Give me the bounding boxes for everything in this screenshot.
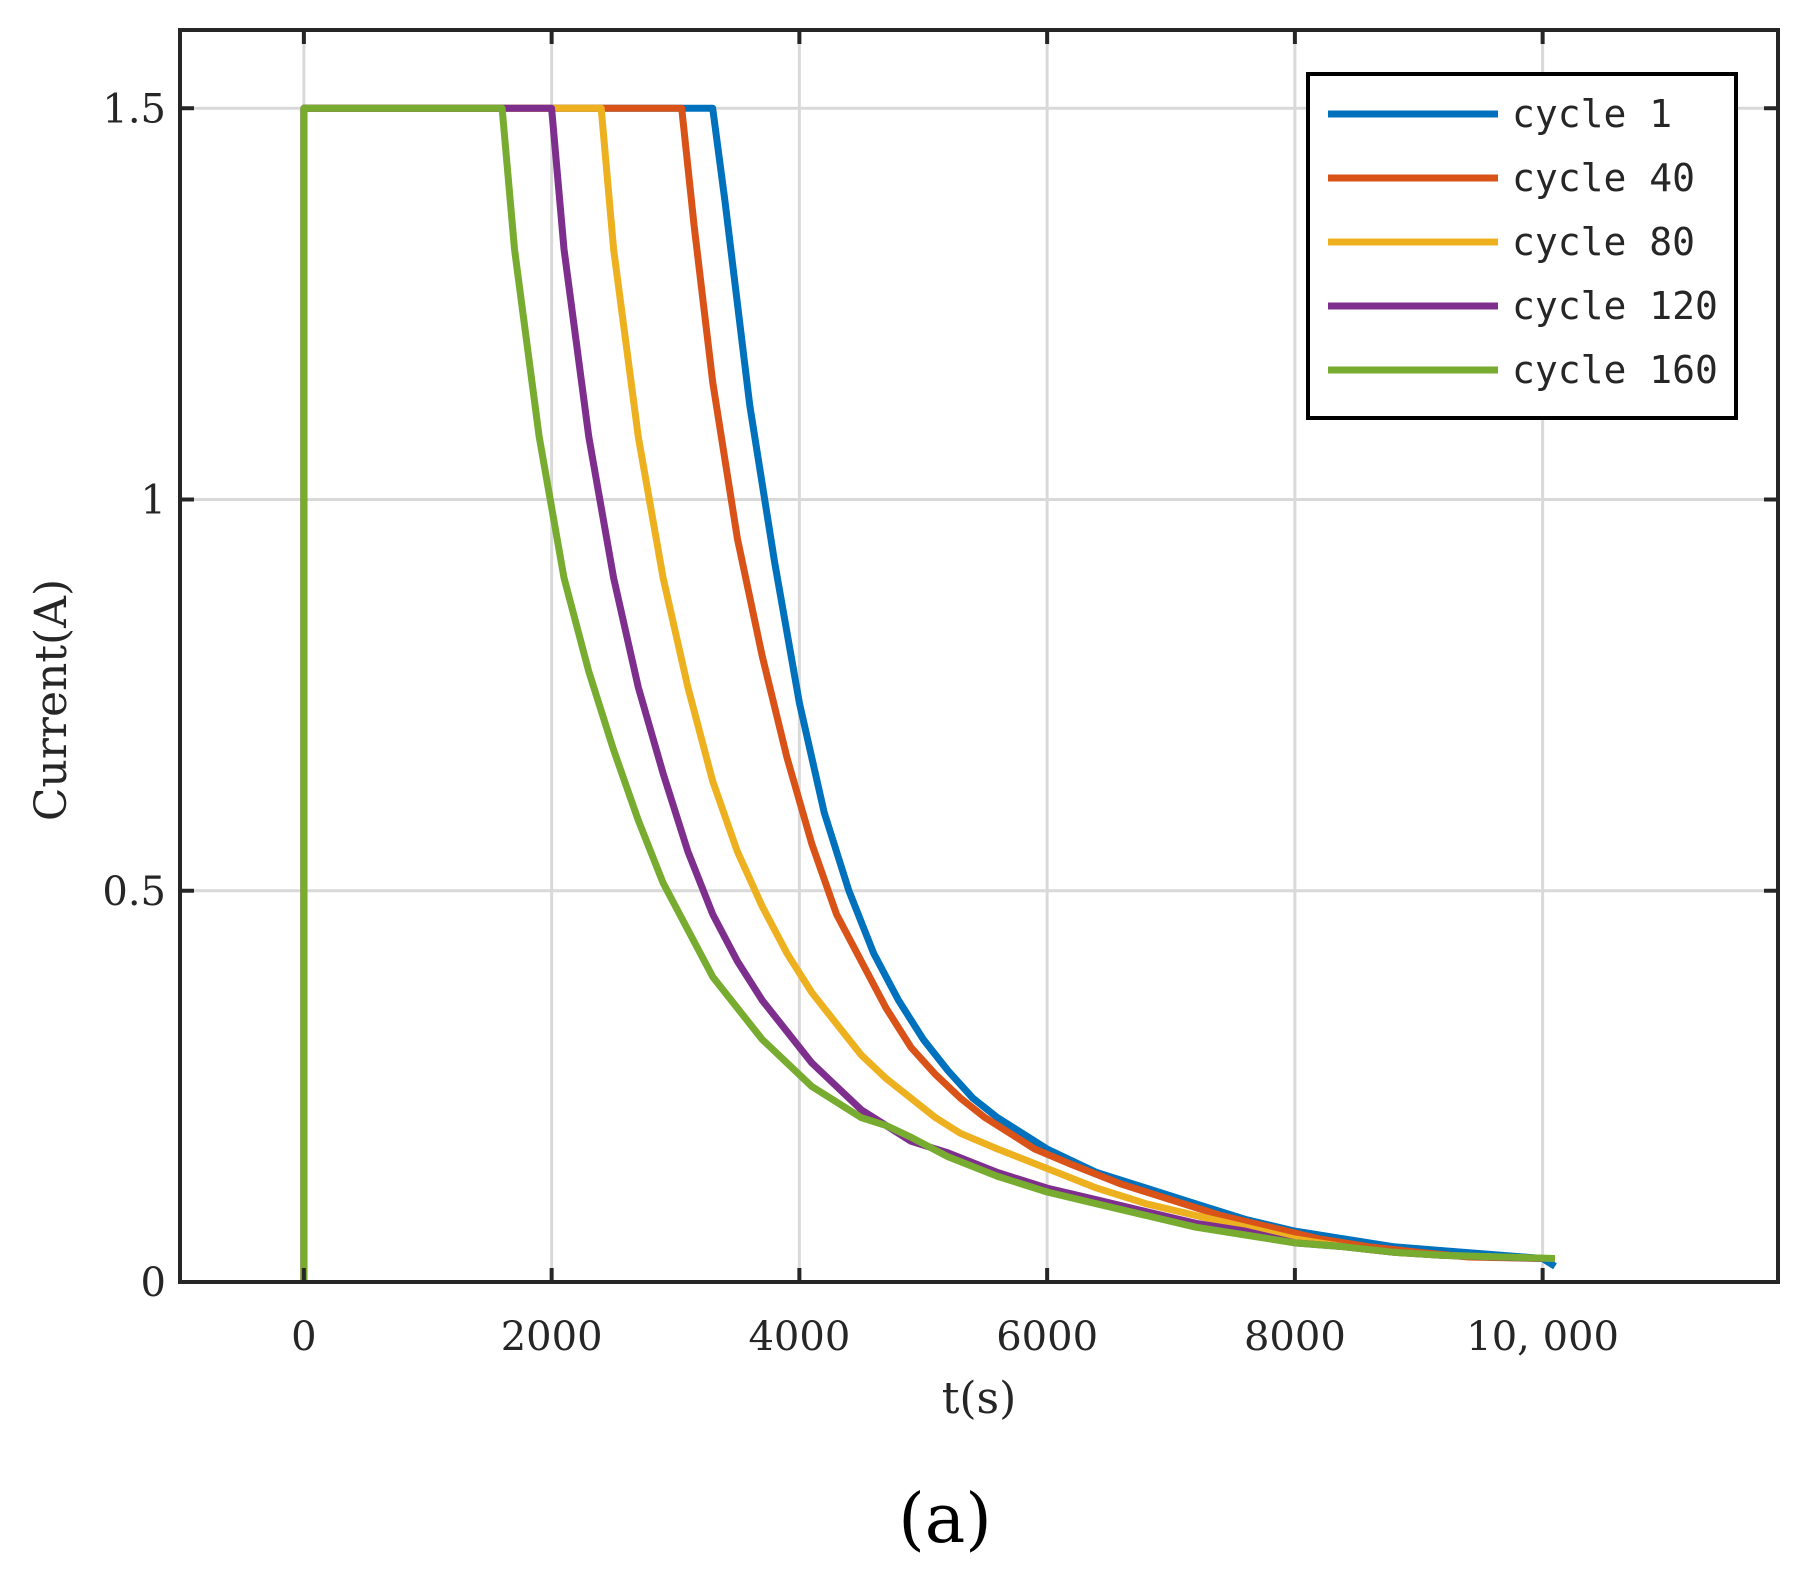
panel-label: (a): [898, 1480, 992, 1559]
series-line-2: [300, 104, 1543, 1282]
legend-box: [1306, 72, 1738, 420]
y-tick-label: 0: [141, 1260, 166, 1306]
x-tick-label: 10, 000: [1466, 1314, 1619, 1360]
legend-label: cycle 120: [1512, 284, 1718, 328]
x-axis-label: t(s): [942, 1373, 1017, 1424]
series-line-3: [300, 104, 1543, 1282]
legend-label: cycle 1: [1512, 92, 1672, 136]
x-tick-label: 8000: [1244, 1314, 1346, 1360]
y-tick-label: 1: [141, 478, 166, 524]
y-tick-label: 0.5: [102, 869, 166, 915]
tick-labels: 0 2000 4000 6000 8000 10, 000 0 0.5 1 1.5: [102, 86, 1619, 1360]
series-line-5: [300, 104, 1556, 1282]
x-tick-label: 0: [291, 1314, 316, 1360]
y-tick-label: 1.5: [102, 86, 166, 132]
x-tick-label: 6000: [996, 1314, 1098, 1360]
x-tick-label: 4000: [748, 1314, 850, 1360]
legend-label: cycle 160: [1512, 348, 1718, 392]
legend-label: cycle 40: [1512, 156, 1695, 200]
legend: cycle 1 cycle 40 cycle 80 cycle 120 cycle 16…: [1306, 72, 1738, 420]
y-axis-label: Current(A): [26, 579, 77, 821]
axis-ticks: [180, 30, 1778, 1284]
plot-frame: [178, 28, 1780, 1284]
legend-label: cycle 80: [1512, 220, 1695, 264]
series-line-1: [300, 104, 1557, 1282]
x-tick-label: 2000: [501, 1314, 603, 1360]
series-lines: [300, 104, 1557, 1282]
